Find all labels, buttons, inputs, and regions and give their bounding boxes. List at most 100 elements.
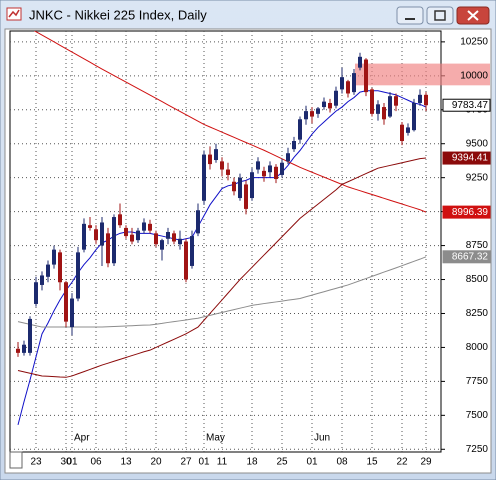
moving-average-line xyxy=(17,90,427,425)
candle-body xyxy=(28,318,32,353)
candle-body xyxy=(226,169,230,175)
x-tick-label: 11 xyxy=(217,457,228,468)
candle-body xyxy=(76,252,80,299)
candle-body xyxy=(370,89,374,114)
candle-body xyxy=(250,172,254,199)
last-value-tag xyxy=(442,98,491,112)
candle-body xyxy=(46,264,50,277)
candle-body xyxy=(400,124,404,142)
candle-body xyxy=(106,233,110,264)
y-tick-label: 9250 xyxy=(466,172,489,183)
candle-body xyxy=(418,94,422,103)
candle-body xyxy=(340,77,344,90)
candle-body xyxy=(52,249,56,265)
candle-body xyxy=(148,223,152,231)
candle-body xyxy=(232,181,236,192)
candle-body xyxy=(352,73,356,93)
last-value-label: 8667.32 xyxy=(452,251,489,262)
candle-body xyxy=(58,252,62,283)
candle-body xyxy=(100,222,104,246)
moving-average-line xyxy=(17,157,427,378)
candle-body xyxy=(388,96,392,117)
maximize-button[interactable] xyxy=(426,6,454,25)
candle-body xyxy=(346,81,350,94)
candle-body xyxy=(40,275,44,285)
month-label: May xyxy=(206,433,225,444)
x-tick-label: 25 xyxy=(276,457,288,468)
candle-body xyxy=(172,233,176,242)
candle-body xyxy=(280,162,284,175)
candle-body xyxy=(160,240,164,250)
candle-body xyxy=(178,238,182,245)
window-title: JNKC - Nikkei 225 Index, Daily xyxy=(29,7,207,22)
candle-body xyxy=(70,298,74,328)
y-tick-label: 7750 xyxy=(466,376,489,387)
y-tick-label: 7250 xyxy=(466,444,489,455)
candle-body xyxy=(304,111,308,120)
candle-body xyxy=(274,166,278,180)
line-layer xyxy=(17,31,427,425)
scroll-box[interactable] xyxy=(9,451,23,469)
candle-body xyxy=(376,104,380,114)
candle-body xyxy=(256,161,260,170)
month-label: Jun xyxy=(314,433,330,444)
x-tick-label: 18 xyxy=(246,457,258,468)
candle-body xyxy=(166,231,170,239)
close-glyph xyxy=(467,10,479,21)
candle-body xyxy=(316,108,320,114)
y-tick-label: 8000 xyxy=(466,342,489,353)
candle-body xyxy=(154,233,158,245)
label-layer: 7250750077508000825085008750900092509500… xyxy=(30,37,488,468)
month-label: Apr xyxy=(74,433,90,444)
candle-body xyxy=(424,94,428,106)
x-tick-label: 15 xyxy=(366,457,378,468)
candle-body xyxy=(220,161,224,170)
candle-body xyxy=(214,149,218,161)
last-value-label: 9783.47 xyxy=(452,100,489,111)
minimize-button[interactable] xyxy=(396,6,424,25)
candle-body xyxy=(298,119,302,140)
candle-body xyxy=(238,177,242,199)
candle-body xyxy=(322,101,326,108)
candle-body xyxy=(142,222,146,231)
y-tick-label: 9500 xyxy=(466,138,489,149)
candle-body xyxy=(412,102,416,131)
candle-body xyxy=(190,236,194,266)
x-tick-label: 20 xyxy=(150,457,162,468)
candle-body xyxy=(310,111,314,117)
x-tick-label: 01 xyxy=(306,457,318,468)
last-value-tag xyxy=(442,205,491,219)
candle-body xyxy=(118,214,122,226)
candle-body xyxy=(292,141,296,150)
candle-body xyxy=(64,282,68,322)
candle-body xyxy=(136,230,140,241)
candle-body xyxy=(124,227,128,237)
candle-body xyxy=(286,153,290,162)
candle-body xyxy=(22,344,26,353)
candle-body xyxy=(358,56,362,68)
candle-body xyxy=(244,184,248,209)
x-tick-label: 01 xyxy=(66,457,78,468)
last-value-tag xyxy=(442,250,491,264)
x-tick-label: 01 xyxy=(198,457,210,468)
x-tick-label: 06 xyxy=(90,457,102,468)
candle-body xyxy=(196,210,200,234)
y-tick-label: 10250 xyxy=(460,37,488,48)
candle-body xyxy=(364,59,368,93)
candle-body xyxy=(34,282,38,304)
last-value-label: 8996.39 xyxy=(452,207,489,218)
tag-layer: 8996.39 9394.41 8667.32 9783.47 xyxy=(442,98,491,264)
x-tick-label: 23 xyxy=(30,457,42,468)
candle-body xyxy=(208,154,212,165)
candle-body xyxy=(88,225,92,228)
app-icon-glyph xyxy=(8,9,20,18)
x-tick-label: 30 xyxy=(60,457,72,468)
moving-average-line xyxy=(33,31,427,213)
candle-body xyxy=(82,223,86,250)
band-layer xyxy=(355,63,490,86)
last-value-tag xyxy=(442,151,491,165)
candle-body xyxy=(16,348,20,353)
candle-body xyxy=(406,127,410,133)
y-tick-label: 8750 xyxy=(466,240,489,251)
